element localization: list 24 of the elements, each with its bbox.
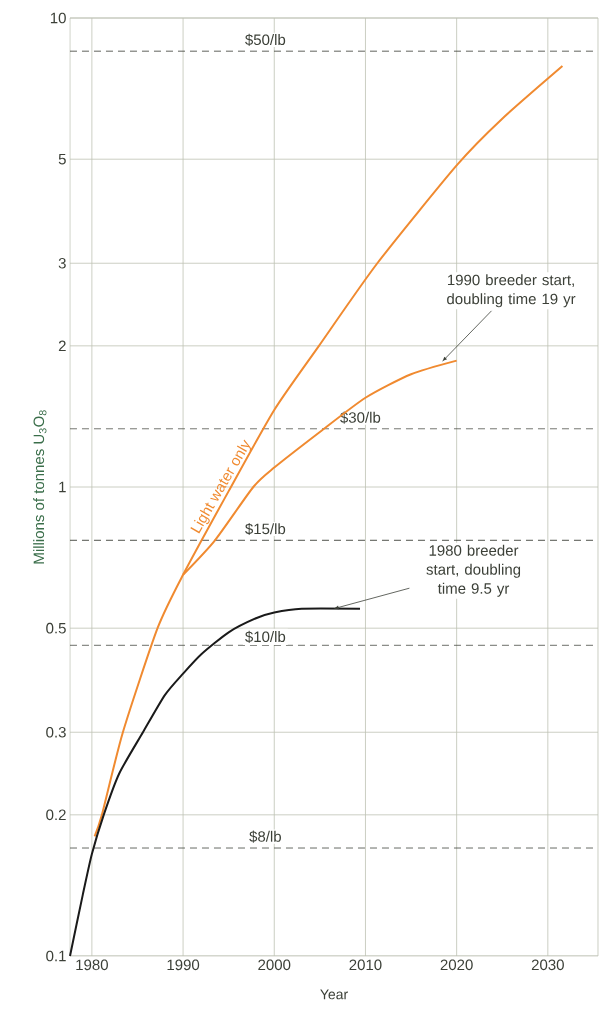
y-tick-label: 0.2 (46, 809, 66, 821)
x-tick-label: 2030 (531, 959, 564, 971)
x-tick-label: 1990 (167, 959, 200, 971)
y-tick-label: 0.1 (46, 950, 66, 962)
ref-line-label: $30/lb (340, 411, 381, 424)
ref-line-label: $50/lb (245, 33, 286, 46)
y-tick-label: 1 (59, 481, 66, 493)
y-axis-title: Millions of tonnes U$_{3}$O$_{8}$ (33, 410, 47, 564)
annotation: 1980 breeder start, doubling time 9.5 yr (426, 544, 521, 597)
y-tick-label: 2 (58, 340, 66, 352)
ref-line-label: $8/lb (249, 830, 281, 843)
y-tick-label: 10 (50, 12, 66, 24)
x-tick-label: 2020 (440, 959, 473, 971)
y-tick-label: 3 (58, 257, 66, 269)
x-tick-label: 2000 (258, 959, 291, 971)
ref-line-label: $15/lb (245, 522, 286, 536)
y-tick-label: 0.5 (46, 622, 66, 634)
x-tick-label: 2010 (349, 959, 382, 971)
ref-line-label: $10/lb (245, 630, 286, 643)
y-tick-label: 0.3 (46, 726, 66, 738)
annotation: 1990 breeder start, doubling time 19 yr (447, 274, 576, 308)
x-axis-title: Year (320, 989, 348, 1000)
x-tick-label: 1980 (76, 959, 108, 971)
y-tick-label: 5 (58, 153, 66, 165)
